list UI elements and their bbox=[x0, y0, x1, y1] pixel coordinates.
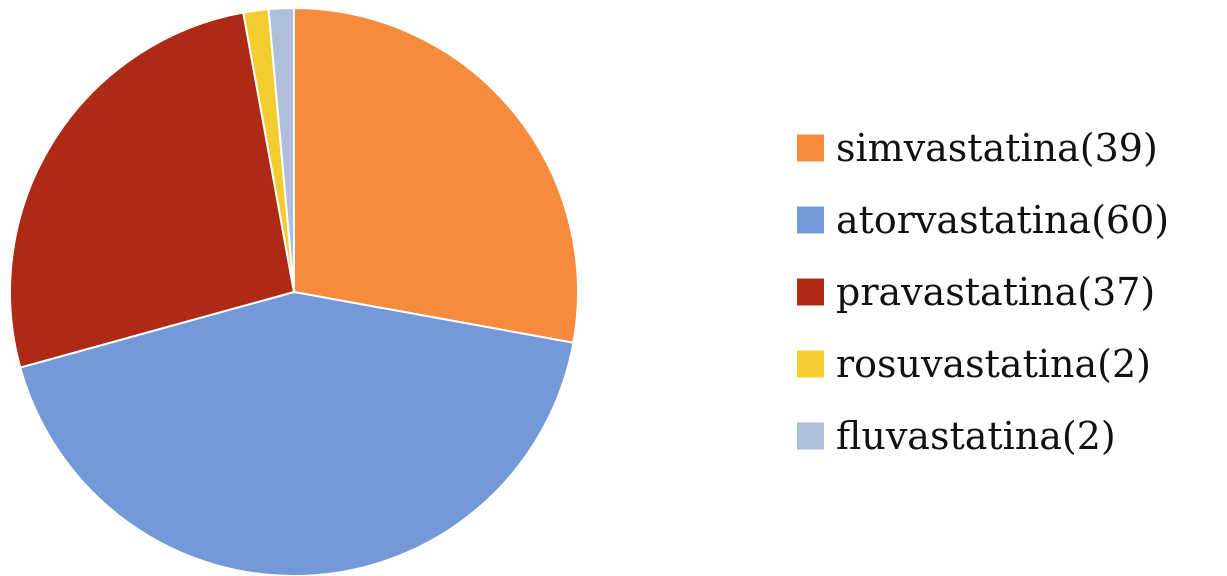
legend-swatch bbox=[797, 350, 824, 378]
pie-slices bbox=[9, 7, 579, 576]
legend-label: simvastatina(39) bbox=[836, 126, 1158, 170]
legend-item-fluvastatina: fluvastatina(2) bbox=[797, 414, 1116, 458]
pie-slice-simvastatina bbox=[293, 7, 579, 344]
legend-item-simvastatina: simvastatina(39) bbox=[797, 126, 1158, 170]
legend-label: fluvastatina(2) bbox=[836, 414, 1116, 458]
legend-swatch bbox=[797, 278, 824, 306]
legend-swatch bbox=[797, 206, 824, 234]
pie-slice-pravastatina bbox=[9, 11, 295, 369]
legend-label: atorvastatina(60) bbox=[836, 198, 1169, 242]
legend-swatch bbox=[797, 134, 824, 162]
legend-item-rosuvastatina: rosuvastatina(2) bbox=[797, 342, 1151, 386]
pie-slice-fluvastatina bbox=[267, 7, 295, 293]
legend-item-atorvastatina: atorvastatina(60) bbox=[797, 198, 1169, 242]
legend-swatch bbox=[797, 422, 824, 450]
legend-item-pravastatina: pravastatina(37) bbox=[797, 270, 1155, 314]
legend: simvastatina(39) atorvastatina(60) pravast… bbox=[797, 126, 1169, 458]
legend-label: rosuvastatina(2) bbox=[836, 342, 1151, 386]
legend-label: pravastatina(37) bbox=[836, 270, 1155, 314]
